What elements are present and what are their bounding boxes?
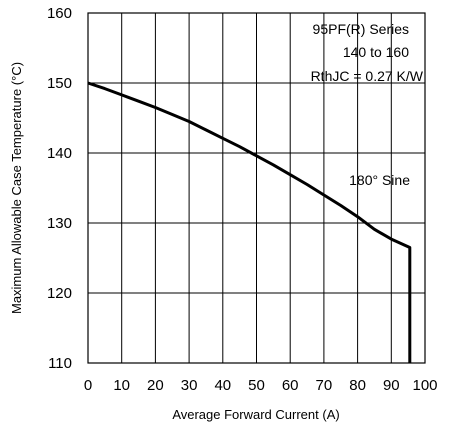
x-tick-label-0: 0 (84, 377, 92, 394)
x-tick-label-10: 10 (113, 377, 130, 394)
y-axis-title: Maximum Allowable Case Temperature (°C) (9, 62, 24, 314)
x-tick-label-60: 60 (282, 377, 299, 394)
y-tick-label-120: 120 (47, 285, 72, 302)
x-tick-labels: 0 10 20 30 40 50 60 70 80 90 100 (84, 377, 438, 394)
series-curve-180-sine (87, 81, 412, 363)
x-axis-title: Average Forward Current (A) (172, 407, 339, 422)
grid-lines (88, 13, 425, 363)
x-tick-label-30: 30 (181, 377, 198, 394)
x-tick-label-70: 70 (316, 377, 333, 394)
y-tick-label-130: 130 (47, 215, 72, 232)
annotation-series: 95PF(R) Series (313, 21, 409, 37)
y-tick-label-140: 140 (47, 145, 72, 162)
annotation-range: 140 to 160 (343, 44, 409, 60)
plot-frame (87, 12, 426, 364)
x-tick-label-100: 100 (412, 377, 437, 394)
x-tick-label-40: 40 (214, 377, 231, 394)
y-tick-label-160: 160 (47, 5, 72, 22)
x-tick-label-90: 90 (383, 377, 400, 394)
x-tick-label-80: 80 (349, 377, 366, 394)
annotation-rthjc: RthJC = 0.27 K/W (311, 68, 424, 84)
annotation-sine: 180° Sine (349, 172, 410, 188)
y-tick-label-150: 150 (47, 75, 72, 92)
y-tick-label-110: 110 (48, 355, 72, 372)
y-tick-labels: 110 120 130 140 150 160 (47, 5, 72, 372)
x-tick-label-50: 50 (248, 377, 265, 394)
x-tick-label-20: 20 (147, 377, 164, 394)
